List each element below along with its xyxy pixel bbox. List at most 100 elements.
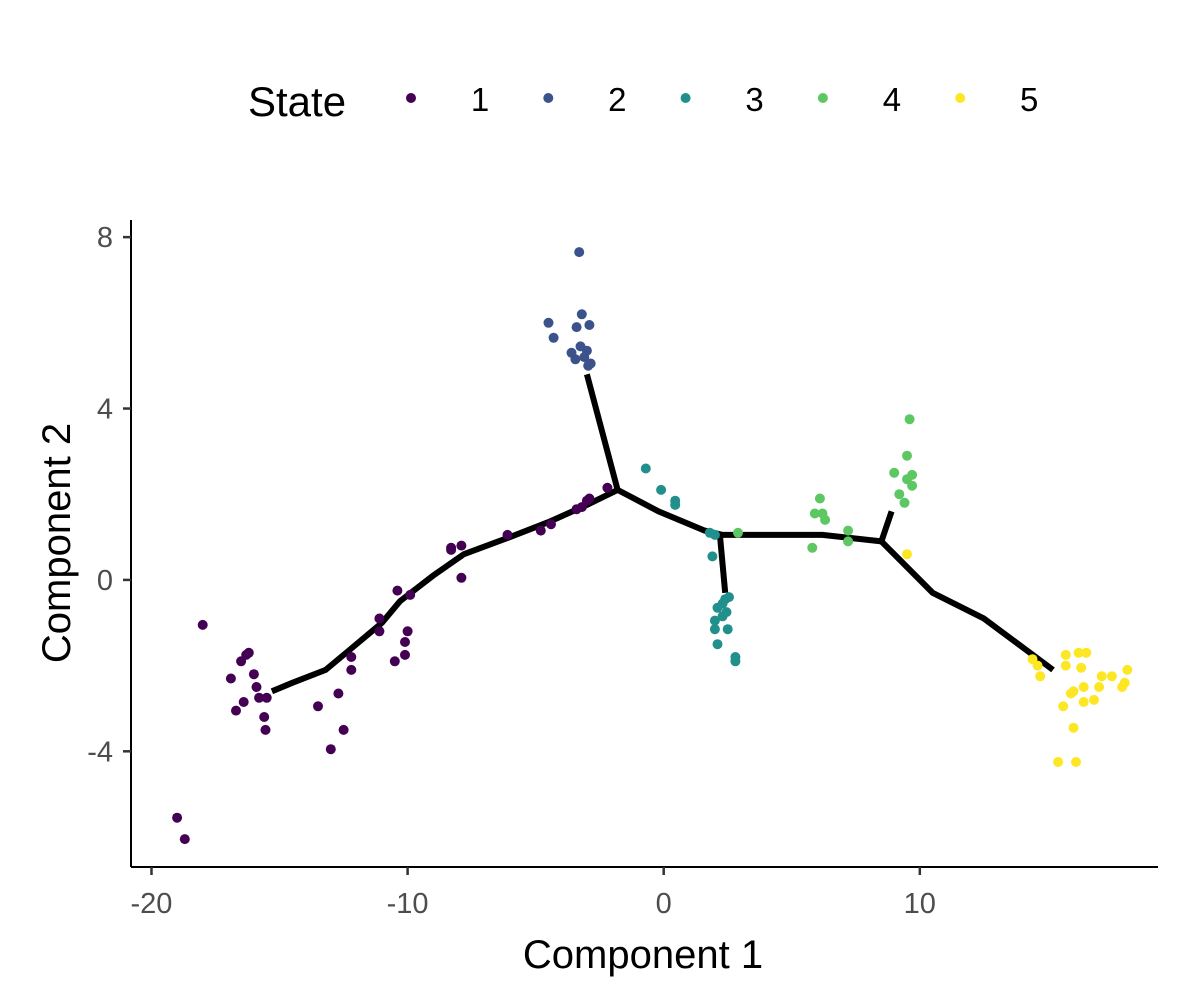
state-1-point <box>259 712 270 722</box>
state-5-point <box>1106 671 1117 682</box>
state-4-point <box>820 514 831 525</box>
legend-label-2: 2 <box>608 81 626 118</box>
state-3-point <box>724 592 734 603</box>
state-5-point <box>1032 660 1043 671</box>
state-1-point <box>446 544 457 555</box>
legend-key-5 <box>955 93 966 103</box>
state-4-point <box>894 489 905 500</box>
state-1-point <box>261 692 272 703</box>
state-4-point <box>814 493 825 504</box>
state-2-point <box>585 358 596 369</box>
trajectory-segment-4 <box>717 536 729 594</box>
state-3-point <box>709 529 720 540</box>
state-1-point <box>456 540 467 551</box>
trajectory-segment-5 <box>878 510 895 543</box>
state-5-point <box>1035 671 1046 682</box>
x-axis-title: Component 1 <box>523 933 763 977</box>
state-4-point <box>899 497 910 508</box>
state-5-point <box>1073 647 1084 658</box>
state-5-point <box>1058 701 1069 712</box>
state-1-point <box>333 688 344 699</box>
state-3-point <box>670 499 681 510</box>
y-tick-label: -4 <box>87 736 113 768</box>
y-tick-label: 8 <box>97 222 113 254</box>
state-3-point <box>730 656 741 667</box>
state-4-point <box>904 414 915 425</box>
state-1-point <box>402 626 413 637</box>
state-1-point <box>172 812 183 823</box>
trajectory-segment-6 <box>879 539 1055 673</box>
legend: State 1 2 3 4 5 <box>248 78 1038 125</box>
trajectory-segment-3 <box>616 487 882 545</box>
legend-label-3: 3 <box>745 81 763 118</box>
state-1-point <box>231 705 241 716</box>
state-5-point <box>1068 686 1079 697</box>
y-axis-title: Component 2 <box>35 423 79 663</box>
state-4-point <box>889 467 900 478</box>
state-1-point <box>546 519 556 530</box>
state-4-point <box>902 450 912 461</box>
state-1-point <box>238 697 249 707</box>
state-3-point <box>709 624 720 635</box>
state-2-point <box>548 332 559 343</box>
state-5-point <box>1053 757 1064 767</box>
state-5-point <box>1078 697 1089 707</box>
state-5-point <box>1089 694 1099 705</box>
x-tick-label: -20 <box>131 888 173 920</box>
state-1-point <box>400 637 410 647</box>
state-1-point <box>535 525 546 536</box>
state-1-point <box>248 669 259 680</box>
state-5-point <box>1119 677 1130 688</box>
state-1-point <box>254 692 265 703</box>
state-1-point <box>400 649 410 660</box>
state-1-point <box>374 626 385 637</box>
state-2-point <box>571 322 582 333</box>
state-5-point <box>1071 757 1081 767</box>
state-1-point <box>313 701 323 712</box>
state-5-point <box>1096 671 1107 682</box>
state-1-point <box>456 572 467 583</box>
state-1-point <box>225 673 236 684</box>
state-5-point <box>1060 660 1071 671</box>
state-1-point <box>346 664 357 675</box>
state-5-point <box>902 549 912 560</box>
points-layer <box>172 247 1133 845</box>
trajectory-segment-1 <box>270 487 619 695</box>
state-1-point <box>338 724 349 735</box>
state-3-point <box>707 551 718 562</box>
state-1-point <box>584 493 595 504</box>
legend-title: State <box>248 78 346 125</box>
state-1-point <box>251 682 262 692</box>
state-4-point <box>907 480 918 491</box>
state-4-point <box>807 542 818 553</box>
state-2-point <box>570 354 581 365</box>
state-4-point <box>843 525 854 536</box>
state-1-point <box>260 724 271 735</box>
y-axis-ticks: -4 0 4 8 <box>87 222 131 768</box>
state-1-point <box>179 834 190 845</box>
state-5-point <box>1122 664 1133 675</box>
state-2-point <box>574 247 585 258</box>
state-1-point <box>392 585 403 596</box>
state-1-point <box>325 744 336 755</box>
state-3-point <box>712 639 723 650</box>
state-2-point <box>576 309 587 320</box>
x-tick-label: 10 <box>904 888 936 920</box>
legend-key-4 <box>817 93 828 103</box>
legend-label-5: 5 <box>1020 81 1038 118</box>
state-1-point <box>405 589 416 600</box>
state-3-point <box>640 463 651 474</box>
y-tick-label: 0 <box>97 565 113 597</box>
state-1-point <box>602 482 613 493</box>
state-5-point <box>1078 682 1089 692</box>
state-1-point <box>389 656 400 667</box>
state-2-point <box>543 317 554 328</box>
state-2-point <box>581 345 592 356</box>
state-5-point <box>1094 682 1105 692</box>
legend-label-4: 4 <box>883 81 901 118</box>
state-5-point <box>1068 722 1079 733</box>
state-4-point <box>733 527 743 538</box>
state-4-point <box>809 508 820 519</box>
state-1-point <box>197 619 208 630</box>
